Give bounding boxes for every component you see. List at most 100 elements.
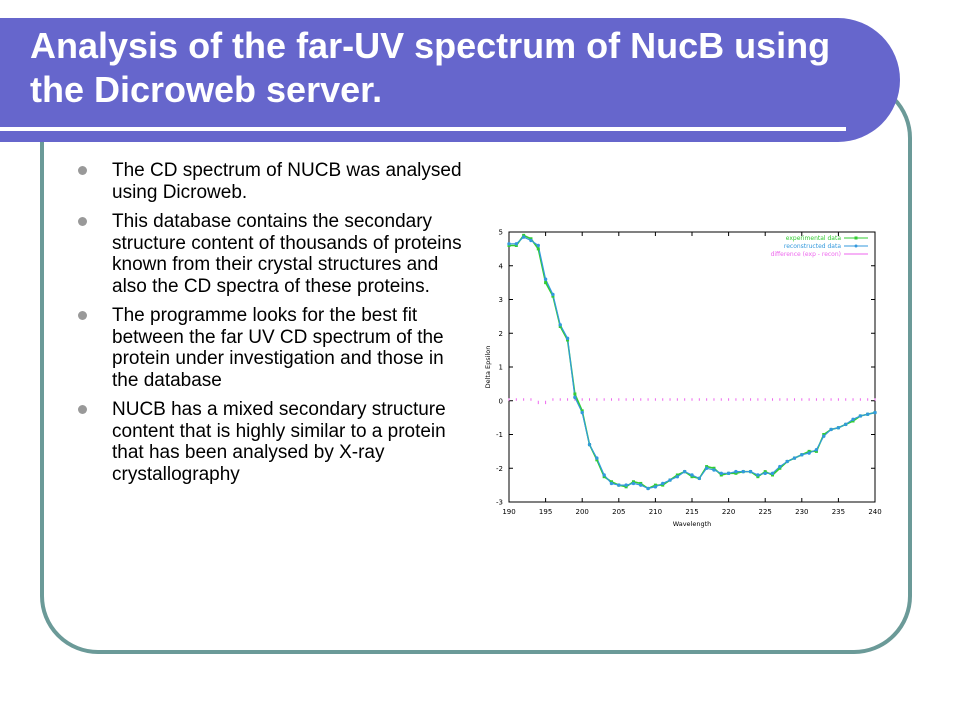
reconstructed-point	[712, 468, 716, 472]
bullet-item: NUCB has a mixed secondary structure con…	[78, 399, 470, 485]
bullet-text: NUCB has a mixed secondary structure con…	[112, 399, 446, 485]
bullet-item: This database contains the secondary str…	[78, 211, 470, 297]
x-tick-label: 190	[502, 508, 515, 516]
x-tick-label: 205	[612, 508, 625, 516]
x-tick-label: 230	[795, 508, 808, 516]
bullet-item: The programme looks for the best fit bet…	[78, 305, 470, 391]
reconstructed-point	[602, 473, 606, 477]
x-tick-label: 220	[722, 508, 735, 516]
y-tick-label: 1	[499, 364, 503, 372]
y-tick-label: 5	[499, 229, 503, 237]
reconstructed-point	[726, 471, 731, 476]
reconstructed-point	[587, 442, 592, 447]
reconstructed-point	[668, 478, 672, 482]
bullet-dot-icon	[78, 405, 87, 414]
reconstructed-point	[822, 434, 826, 438]
x-tick-label: 215	[685, 508, 698, 516]
legend-marker	[854, 244, 858, 248]
reconstructed-point	[624, 483, 628, 487]
reconstructed-point	[595, 456, 599, 460]
x-tick-label: 200	[576, 508, 589, 516]
plot-frame	[508, 231, 876, 503]
reconstructed-point	[521, 235, 526, 239]
reconstructed-point	[609, 481, 614, 486]
reconstructed-point	[814, 447, 819, 452]
y-axis-label: Delta Epsilon	[484, 346, 492, 389]
reconstructed-point	[653, 485, 658, 489]
reconstructed-point	[851, 417, 855, 422]
reconstructed-point	[646, 486, 650, 491]
reconstructed-point	[558, 323, 562, 327]
bullet-item: The CD spectrum of NUCB was analysed usi…	[78, 160, 470, 203]
bullet-dot-icon	[78, 217, 87, 226]
reconstructed-point	[565, 336, 570, 341]
reconstructed-point	[551, 292, 555, 297]
x-tick-label: 240	[868, 508, 881, 516]
reconstructed-point	[697, 476, 702, 481]
reconstructed-point	[844, 422, 848, 427]
reconstructed-point	[682, 469, 687, 474]
reconstructed-point	[865, 412, 870, 416]
reconstructed-point	[829, 427, 833, 432]
title-bar	[0, 18, 900, 142]
reconstructed-point	[756, 473, 760, 477]
experimental-point	[573, 392, 577, 396]
reconstructed-point	[536, 243, 540, 248]
reconstructed-point	[529, 238, 533, 243]
legend-entry: difference (exp - recon)	[771, 251, 841, 258]
y-tick-label: -3	[496, 499, 503, 507]
reconstructed-point	[507, 242, 511, 246]
reconstructed-point	[748, 469, 753, 474]
bullet-dot-icon	[78, 166, 87, 175]
reconstructed-point	[573, 395, 577, 400]
reconstructed-line	[509, 236, 876, 490]
reconstructed-point	[690, 473, 694, 477]
legend-entry: reconstructed data	[784, 243, 841, 250]
bullet-text: This database contains the secondary str…	[112, 211, 462, 297]
reconstructed-point	[639, 483, 643, 487]
x-tick-label: 235	[832, 508, 845, 516]
reconstructed-point	[792, 456, 797, 460]
reconstructed-point	[807, 451, 811, 455]
title-underline	[0, 127, 846, 131]
reconstructed-point	[514, 242, 519, 246]
x-tick-label: 195	[539, 508, 552, 516]
cd-spectrum-chart: 190 195 200 205 210 215 220 225 230 235 240-3-2-10…	[484, 229, 882, 529]
reconstructed-point	[617, 483, 621, 487]
reconstructed-point	[719, 471, 723, 476]
reconstructed-point	[734, 469, 738, 474]
reconstructed-point	[675, 474, 680, 479]
reconstructed-point	[661, 481, 665, 486]
experimental-line	[509, 234, 876, 490]
y-tick-label: 4	[499, 262, 504, 270]
bullet-dot-icon	[78, 311, 87, 320]
bullet-text: The CD spectrum of NUCB was analysed usi…	[112, 160, 462, 203]
reconstructed-point	[631, 481, 636, 486]
x-tick-label: 225	[759, 508, 772, 516]
reconstructed-point	[778, 464, 782, 469]
y-tick-label: -1	[496, 431, 503, 439]
reconstructed-point	[873, 410, 877, 415]
y-tick-label: -2	[496, 465, 503, 473]
legend-entry: experimental data	[786, 235, 842, 242]
slide-title: Analysis of the far-UV spectrum of NucB …	[30, 25, 831, 110]
legend-marker	[854, 236, 858, 240]
reconstructed-point	[770, 471, 775, 476]
bullet-text: The programme looks for the best fit bet…	[112, 305, 444, 391]
content-frame	[40, 80, 912, 654]
reconstructed-point	[763, 471, 767, 476]
reconstructed-point	[704, 466, 709, 470]
reconstructed-point	[543, 277, 548, 281]
reconstructed-point	[836, 426, 841, 430]
y-tick-label: 2	[499, 330, 503, 338]
bullet-list: The CD spectrum of NUCB was analysed usi…	[78, 160, 470, 493]
x-axis-label: Wavelength	[673, 520, 712, 528]
reconstructed-point	[800, 453, 804, 457]
y-tick-label: 0	[499, 397, 503, 405]
y-tick-label: 3	[499, 296, 503, 304]
reconstructed-point	[785, 459, 789, 464]
reconstructed-point	[741, 469, 745, 474]
reconstructed-point	[858, 414, 863, 418]
experimental-point	[544, 281, 548, 285]
x-tick-label: 210	[649, 508, 662, 516]
